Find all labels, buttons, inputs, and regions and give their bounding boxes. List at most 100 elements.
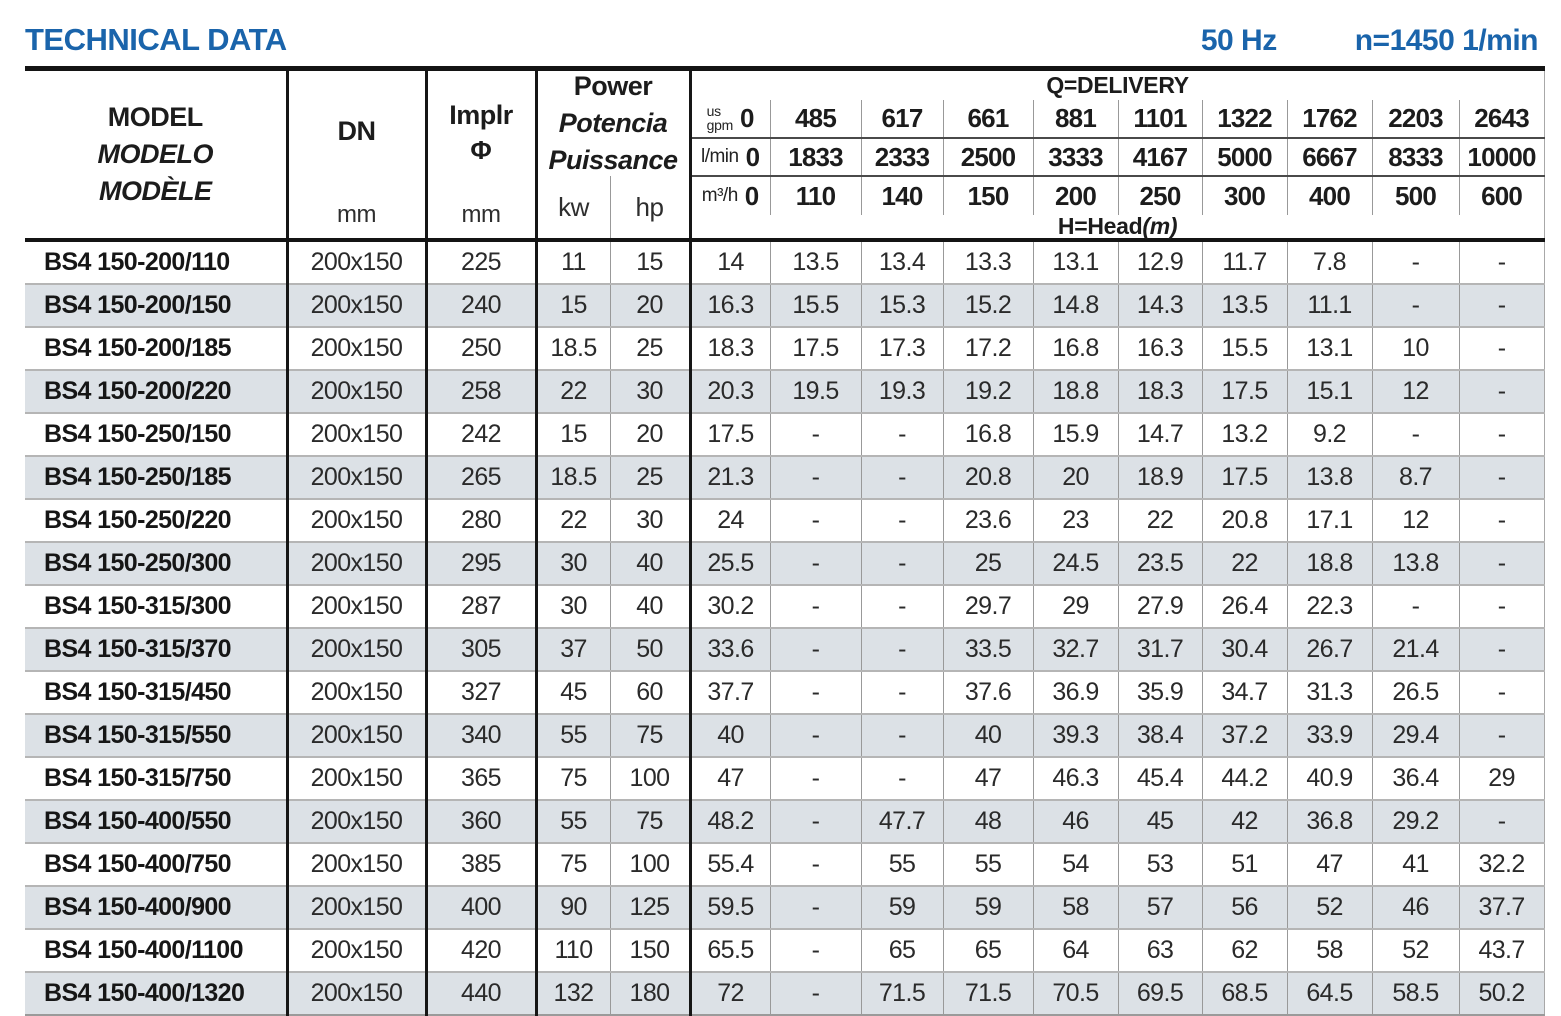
kw-cell: 22 — [534, 498, 610, 542]
head-cell: 37.6 — [942, 670, 1034, 714]
head-cell: 42 — [1201, 799, 1288, 843]
head-cell: 18.3 — [688, 326, 771, 370]
table-row: BS4 150-400/1320 200x150 440 132 180 72 … — [25, 971, 1545, 1015]
head-cell: 44.2 — [1201, 756, 1288, 800]
hp-cell: 180 — [609, 971, 691, 1015]
dn-cell: 200x150 — [285, 842, 426, 886]
head-cell: - — [1371, 584, 1460, 628]
model-cell: BS4 150-200/185 — [25, 326, 287, 370]
head-cell: 13.8 — [1371, 541, 1460, 585]
head-cell: 47 — [1286, 842, 1373, 886]
head-cell: 72 — [688, 971, 771, 1015]
head-cell: - — [769, 541, 862, 585]
model-cell: BS4 150-315/550 — [25, 713, 287, 757]
kw-cell: 15 — [534, 412, 610, 456]
head-cell: - — [1458, 670, 1545, 714]
impeller-cell: 420 — [424, 928, 536, 972]
head-cell: 71.5 — [860, 971, 944, 1015]
head-cell: 18.8 — [1286, 541, 1373, 585]
head-cell: 25 — [942, 541, 1034, 585]
head-cell: 45 — [1117, 799, 1203, 843]
head-cell: - — [769, 971, 862, 1015]
impeller-unit: mm — [461, 201, 501, 228]
head-cell: 59 — [942, 885, 1034, 929]
head-cell: 29.4 — [1371, 713, 1460, 757]
kw-cell: 18.5 — [534, 326, 610, 370]
dn-cell: 200x150 — [285, 928, 426, 972]
usgpm-value: 1322 — [1201, 100, 1288, 139]
hp-cell: 25 — [609, 455, 691, 499]
dn-cell: 200x150 — [285, 627, 426, 671]
head-cell: 29 — [1032, 584, 1119, 628]
head-cell: - — [1458, 584, 1545, 628]
hp-cell: 125 — [609, 885, 691, 929]
head-cell: 15.1 — [1286, 369, 1373, 413]
hp-cell: 150 — [609, 928, 691, 972]
head-cell: 47.7 — [860, 799, 944, 843]
model-cell: BS4 150-315/450 — [25, 670, 287, 714]
head-cell: 22.3 — [1286, 584, 1373, 628]
head-cell: 46.3 — [1032, 756, 1119, 800]
head-cell: 35.9 — [1117, 670, 1203, 714]
dn-column-header: DN mm — [285, 68, 426, 240]
head-cell: 14.7 — [1117, 412, 1203, 456]
delivery-section-title: Q=DELIVERY — [688, 68, 1545, 101]
usgpm-value: 2203 — [1371, 100, 1460, 139]
lmin-value: 2500 — [942, 137, 1034, 176]
head-cell: 41 — [1371, 842, 1460, 886]
head-cell: 37.7 — [688, 670, 771, 714]
head-cell: 40 — [942, 713, 1034, 757]
lmin-value: 1833 — [769, 137, 862, 176]
lmin-value: 4167 — [1117, 137, 1203, 176]
head-cell: - — [1458, 369, 1545, 413]
head-cell: 69.5 — [1117, 971, 1203, 1015]
head-cell: 17.5 — [1201, 369, 1288, 413]
hp-cell: 50 — [609, 627, 691, 671]
head-cell: 7.8 — [1286, 239, 1373, 284]
m3h-value: 200 — [1032, 175, 1119, 215]
head-cell: 19.2 — [942, 369, 1034, 413]
head-cell: 13.8 — [1286, 455, 1373, 499]
head-cell: 64 — [1032, 928, 1119, 972]
impeller-cell: 280 — [424, 498, 536, 542]
usgpm-value: 617 — [860, 100, 944, 139]
impeller-cell: 295 — [424, 541, 536, 585]
table-row: BS4 150-315/370 200x150 305 37 50 33.6 -… — [25, 627, 1545, 671]
m3h-value: 300 — [1201, 175, 1288, 215]
head-cell: 13.5 — [1201, 283, 1288, 327]
lmin-value: 8333 — [1371, 137, 1460, 176]
table-row: BS4 150-315/450 200x150 327 45 60 37.7 -… — [25, 670, 1545, 714]
impeller-cell: 440 — [424, 971, 536, 1015]
hp-cell: 30 — [609, 369, 691, 413]
head-cell: 14.8 — [1032, 283, 1119, 327]
m3h-value: 250 — [1117, 175, 1203, 215]
head-cell: 59.5 — [688, 885, 771, 929]
model-cell: BS4 150-200/150 — [25, 283, 287, 327]
head-cell: - — [1371, 239, 1460, 284]
table-row: BS4 150-400/550 200x150 360 55 75 48.2 -… — [25, 799, 1545, 843]
head-cell: - — [860, 670, 944, 714]
m3h-value: 500 — [1371, 175, 1460, 215]
head-cell: 46 — [1032, 799, 1119, 843]
table-row: BS4 150-200/185 200x150 250 18.5 25 18.3… — [25, 326, 1545, 370]
kw-cell: 110 — [534, 928, 610, 972]
m3h-unit: m³/h — [701, 185, 739, 206]
head-cell: 11.7 — [1201, 239, 1288, 284]
head-cell: 14 — [688, 239, 771, 284]
head-cell: 15.3 — [860, 283, 944, 327]
table-row: BS4 150-315/300 200x150 287 30 40 30.2 -… — [25, 584, 1545, 628]
head-cell: 13.4 — [860, 239, 944, 284]
head-cell: 68.5 — [1201, 971, 1288, 1015]
head-cell: 22 — [1117, 498, 1203, 542]
head-cell: - — [1458, 799, 1545, 843]
dn-cell: 200x150 — [285, 239, 426, 284]
lmin-unit-cell: l/min 0 — [688, 137, 771, 176]
table-row: BS4 150-400/900 200x150 400 90 125 59.5 … — [25, 885, 1545, 929]
head-cell: 37.7 — [1458, 885, 1545, 929]
dn-unit: mm — [337, 201, 376, 228]
head-cell: - — [1458, 412, 1545, 456]
head-cell: 15.5 — [769, 283, 862, 327]
dn-cell: 200x150 — [285, 713, 426, 757]
hp-column-header: hp — [609, 176, 691, 240]
head-cell: - — [860, 498, 944, 542]
